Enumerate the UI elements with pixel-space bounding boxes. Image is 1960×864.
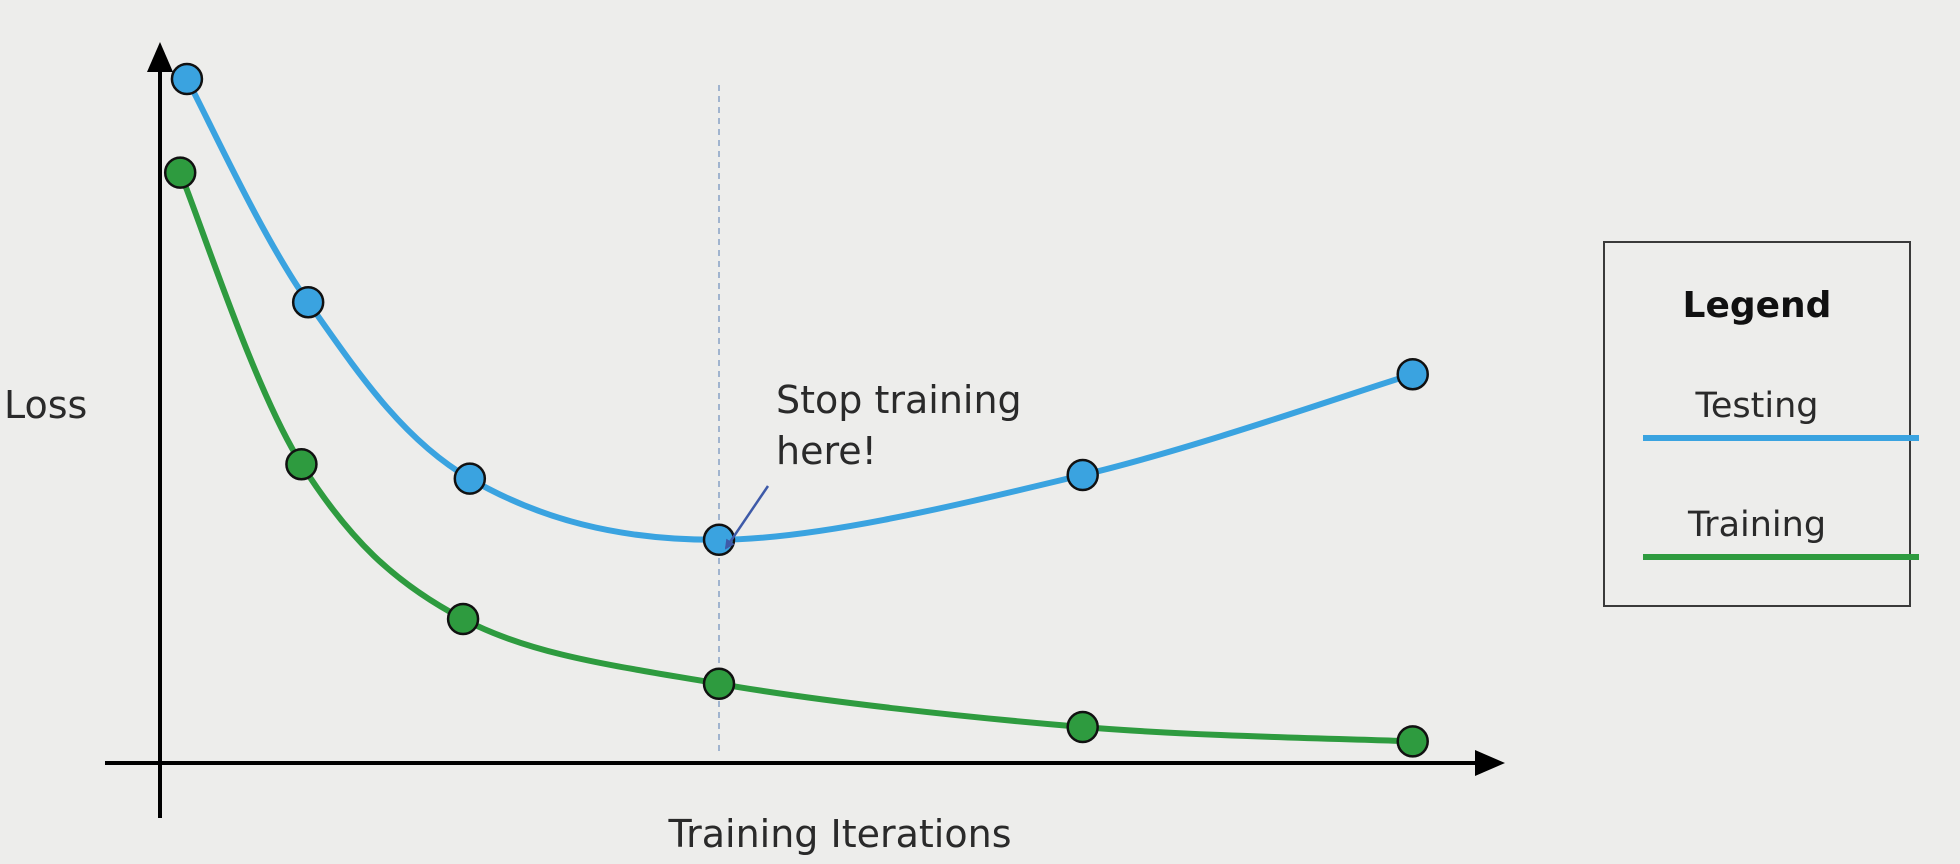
legend-label-testing: Testing bbox=[1695, 386, 1819, 426]
data-point-training-3 bbox=[702, 667, 736, 701]
y-axis-label: Loss bbox=[4, 383, 87, 427]
data-point-testing-1 bbox=[291, 285, 325, 319]
data-point-testing-3 bbox=[702, 523, 736, 557]
annotation-line-1: Stop training bbox=[776, 378, 1022, 422]
y-axis-arrowhead bbox=[147, 42, 173, 72]
data-point-training-2 bbox=[446, 602, 480, 636]
data-point-testing-4 bbox=[1066, 458, 1099, 492]
x-axis-label: Training Iterations bbox=[667, 812, 1011, 856]
annotation-line-2: here! bbox=[776, 429, 877, 473]
data-point-training-4 bbox=[1066, 710, 1099, 744]
data-point-training-5 bbox=[1396, 725, 1429, 758]
legend-swatch-training bbox=[1643, 554, 1919, 560]
data-point-testing-2 bbox=[453, 462, 487, 495]
data-point-training-1 bbox=[285, 447, 318, 481]
series-line-training bbox=[177, 169, 1416, 745]
legend-label-training: Training bbox=[1687, 505, 1827, 545]
annotation-arrow bbox=[724, 485, 770, 550]
data-point-testing-5 bbox=[1396, 357, 1429, 391]
x-axis-arrowhead bbox=[1475, 750, 1505, 776]
legend-title: Legend bbox=[1682, 285, 1832, 326]
data-point-training-0 bbox=[163, 156, 197, 189]
data-point-testing-0 bbox=[170, 62, 204, 96]
legend: Legend Testing Training bbox=[1603, 241, 1919, 607]
legend-swatch-testing bbox=[1643, 435, 1919, 441]
